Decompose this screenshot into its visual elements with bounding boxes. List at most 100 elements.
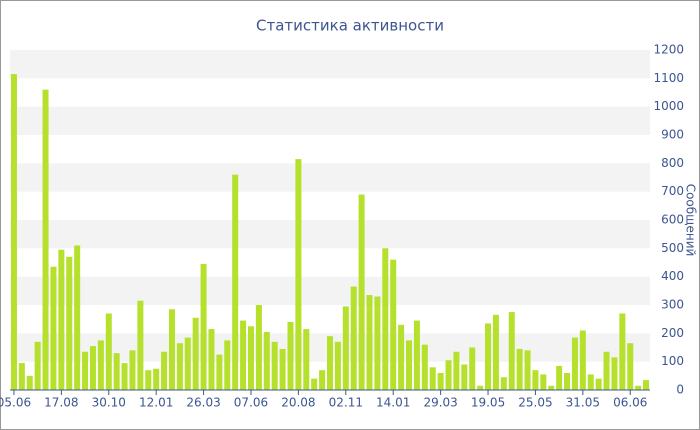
bar: [82, 351, 89, 390]
y-tick-label: 1200: [653, 43, 684, 57]
bar: [121, 363, 128, 390]
bar: [113, 353, 120, 390]
bar: [153, 368, 160, 390]
bar: [18, 363, 25, 390]
bar: [129, 350, 136, 390]
bar: [105, 313, 112, 390]
x-tick-label: 14.01: [376, 396, 410, 410]
bar: [263, 331, 270, 390]
bar: [366, 295, 373, 390]
bar: [398, 324, 405, 390]
x-tick-label: 07.06: [234, 396, 268, 410]
y-tick-label: 500: [661, 241, 684, 255]
bar: [643, 380, 650, 390]
bar: [469, 347, 476, 390]
bar: [295, 159, 302, 390]
bar: [240, 320, 247, 390]
bar: [279, 348, 286, 390]
x-tick-label: 26.03: [186, 396, 220, 410]
bar: [437, 373, 444, 390]
bar: [548, 385, 555, 390]
x-tick-label: 25.05: [518, 396, 552, 410]
grid-band: [10, 106, 650, 135]
bar: [232, 174, 239, 390]
bar: [635, 385, 642, 390]
bar: [42, 89, 49, 391]
grid-band: [10, 163, 650, 192]
bar: [453, 351, 460, 390]
x-tick-label: 06.06: [613, 396, 647, 410]
bar: [595, 378, 602, 390]
bar: [271, 341, 278, 390]
bar: [137, 300, 144, 390]
bar: [579, 330, 586, 390]
bar: [571, 337, 578, 390]
y-tick-label: 1100: [653, 71, 684, 85]
bar: [556, 365, 563, 390]
bar: [445, 360, 452, 390]
bar: [485, 323, 492, 390]
y-tick-label: 400: [661, 269, 684, 283]
bar: [200, 263, 207, 390]
chart-title: Статистика активности: [256, 17, 444, 35]
bar: [224, 340, 231, 390]
bar: [10, 74, 17, 390]
bar: [350, 286, 357, 390]
bar: [26, 375, 33, 390]
y-tick-label: 900: [661, 128, 684, 142]
bar: [89, 346, 96, 390]
bar: [374, 296, 381, 390]
bar: [74, 245, 81, 390]
bar: [492, 314, 499, 390]
bar: [508, 312, 515, 390]
y-tick-label: 600: [661, 213, 684, 227]
bar: [247, 326, 254, 390]
bar: [216, 354, 223, 390]
y-tick-label: 800: [661, 156, 684, 170]
bar: [34, 341, 41, 390]
x-tick-label: 29.03: [423, 396, 457, 410]
bar: [516, 348, 523, 390]
bar: [303, 329, 310, 390]
bar: [461, 364, 468, 390]
bar: [382, 248, 389, 390]
y-tick-label: 0: [676, 383, 684, 397]
bar: [421, 344, 428, 390]
x-tick-label: 17.08: [44, 396, 78, 410]
bar: [500, 377, 507, 390]
bar: [145, 370, 152, 390]
bar: [176, 343, 183, 390]
bar: [413, 320, 420, 390]
x-tick-label: 19.05: [471, 396, 505, 410]
bar: [184, 337, 191, 390]
bar: [208, 329, 215, 390]
x-tick-label: 31.05: [566, 396, 600, 410]
bar: [326, 336, 334, 390]
grid-band: [10, 50, 650, 79]
bar: [587, 374, 594, 390]
bar: [50, 266, 57, 390]
bar: [611, 357, 618, 390]
bar: [358, 194, 365, 390]
bar: [429, 367, 436, 390]
bar: [255, 305, 262, 390]
bar: [311, 378, 318, 390]
grid-band: [10, 220, 650, 249]
bar: [619, 313, 626, 390]
x-tick-label: 02.11: [329, 396, 363, 410]
y-tick-label: 1000: [653, 99, 684, 113]
bar: [192, 317, 199, 390]
y-tick-label: 700: [661, 184, 684, 198]
x-tick-label: 05.06: [0, 396, 31, 410]
bar: [319, 370, 326, 390]
bar: [390, 259, 397, 390]
bar: [524, 350, 531, 390]
bar: [287, 322, 294, 390]
x-tick-label: 12.01: [139, 396, 173, 410]
y-axis-title: Сообщений: [684, 184, 698, 257]
y-tick-label: 100: [661, 354, 684, 368]
bar: [161, 351, 168, 390]
y-tick-label: 200: [661, 326, 684, 340]
y-tick-label: 300: [661, 298, 684, 312]
